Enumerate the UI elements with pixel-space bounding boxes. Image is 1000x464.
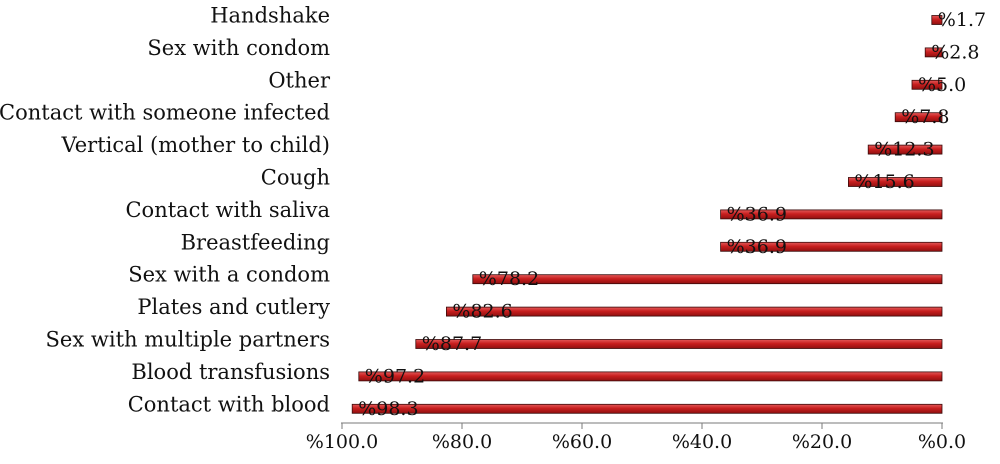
value-labels: %1.7 %2.8 %5.0 %7.8 %12.3 %15.6 %36.9 %36.9 %78.… <box>358 9 986 420</box>
bar <box>358 371 943 382</box>
data-label: %36.9 <box>727 203 787 225</box>
x-tick-label: %100.0 <box>306 431 378 453</box>
bar <box>894 112 943 123</box>
category-label: Cough <box>261 166 330 190</box>
category-label: Other <box>268 68 331 92</box>
bar <box>720 209 943 220</box>
bar <box>924 47 943 58</box>
category-label: Sex with condom <box>147 36 330 60</box>
x-ticks: %100.0 %80.0 %60.0 %40.0 %20.0 %0.0 <box>306 423 966 453</box>
data-label: %1.7 <box>938 9 986 31</box>
category-label: Breastfeeding <box>181 230 330 254</box>
bar <box>415 339 943 349</box>
bar <box>445 306 943 317</box>
data-label: %36.9 <box>727 236 787 258</box>
category-label: Vertical (mother to child) <box>61 133 331 157</box>
x-tick-label: %80.0 <box>432 431 492 453</box>
data-label: %7.8 <box>901 106 949 128</box>
category-label: Contact with saliva <box>125 198 330 222</box>
bar <box>720 241 943 252</box>
data-label: %98.3 <box>358 398 418 420</box>
bar <box>911 79 943 90</box>
bars <box>351 15 943 414</box>
bar <box>351 403 943 414</box>
data-label: %5.0 <box>918 74 966 96</box>
bar <box>867 144 943 155</box>
category-label: Plates and cutlery <box>137 295 330 319</box>
bar <box>931 15 943 25</box>
x-tick-label: %20.0 <box>792 431 852 453</box>
data-label: %97.2 <box>365 365 425 387</box>
data-label: %78.2 <box>479 268 539 290</box>
x-tick-label: %60.0 <box>552 431 612 453</box>
category-label: Contact with blood <box>128 392 330 416</box>
x-tick-label: %0.0 <box>918 431 966 453</box>
category-label: Sex with multiple partners <box>46 328 330 352</box>
category-label: Sex with a condom <box>128 263 330 287</box>
bar <box>472 274 943 285</box>
data-label: %87.7 <box>422 333 482 355</box>
category-label: Handshake <box>210 4 330 28</box>
x-tick-label: %40.0 <box>672 431 732 453</box>
category-label: Contact with someone infected <box>0 101 330 125</box>
data-label: %15.6 <box>854 171 914 193</box>
data-label: %12.3 <box>874 139 934 161</box>
data-label: %2.8 <box>931 41 979 63</box>
category-labels: Handshake Sex with condom Other Contact wit… <box>0 4 331 417</box>
bar <box>848 177 943 187</box>
category-label: Blood transfusions <box>131 360 330 384</box>
data-label: %82.6 <box>452 301 512 323</box>
